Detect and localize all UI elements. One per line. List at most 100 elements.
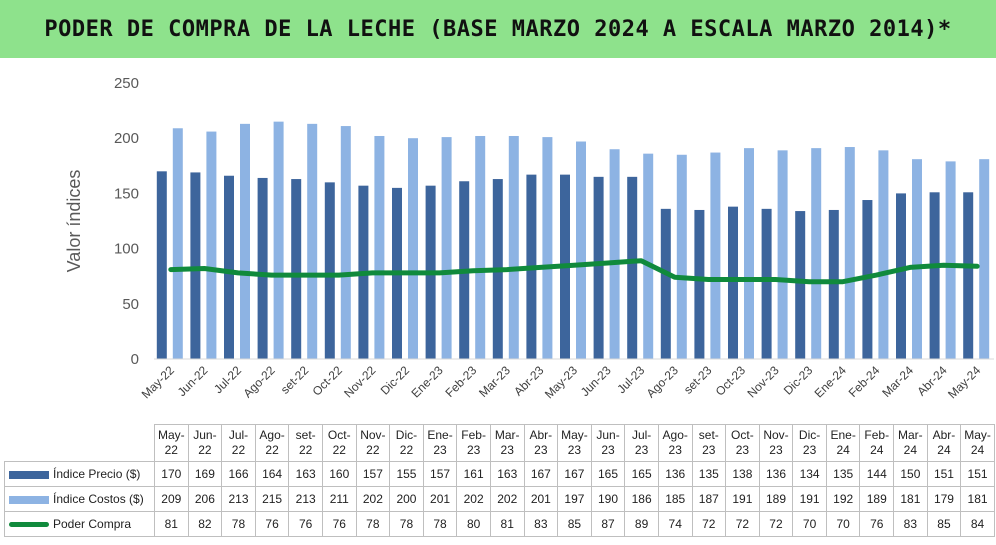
table-cell: 155 (389, 461, 424, 487)
table-month-header: Ene- 24 (825, 424, 861, 462)
y-tick-label: 0 (131, 351, 139, 368)
table-month-header: Oct- 23 (725, 424, 760, 462)
x-tick-label: May-22 (139, 363, 177, 401)
legend-label: Índice Precio ($) (53, 467, 141, 481)
table-cell: 181 (893, 486, 928, 512)
data-table: May- 22 Jun- 22 Jul- 22 Ago- 22 set- 22 Oct- 22 Nov-… (4, 424, 995, 537)
table-cell: 164 (254, 461, 290, 487)
table-cell: 78 (422, 511, 458, 537)
bar-indice-costos (643, 153, 654, 359)
bar-indice-precio (627, 176, 638, 359)
table-month-header: Ago- 23 (657, 424, 693, 462)
table-month-header: Mar- 24 (893, 424, 928, 462)
bar-indice-precio (660, 208, 671, 359)
table-cell: 213 (221, 486, 256, 512)
table-cell: 72 (758, 511, 794, 537)
table-month-header: Jul- 22 (221, 424, 256, 462)
x-tick-label: Jul-22 (211, 363, 244, 396)
table-month-header: Dic- 22 (389, 424, 424, 462)
x-tick-label: Feb-23 (443, 363, 480, 400)
table-cell: 186 (624, 486, 659, 512)
table-cell: 187 (691, 486, 727, 512)
table-cell: 165 (624, 461, 659, 487)
table-cell: 192 (825, 486, 861, 512)
table-month-header: Ago- 22 (254, 424, 290, 462)
x-tick-label: Jun-23 (578, 363, 614, 399)
legend-label: Índice Costos ($) (53, 492, 144, 506)
y-tick-label: 250 (114, 75, 139, 92)
x-tick-label: Abr-23 (511, 363, 547, 399)
table-cell: 76 (254, 511, 290, 537)
x-tick-label: Dic-23 (781, 363, 816, 398)
table-row: Índice Precio ($) 170 169 166 164 163 160 157 15… (4, 461, 995, 487)
x-tick-label: May-24 (945, 363, 983, 401)
x-tick-label: Nov-23 (744, 363, 781, 400)
table-cell: 157 (422, 461, 458, 487)
table-cell: 160 (321, 461, 357, 487)
table-cell: 151 (926, 461, 962, 487)
legend-label: Poder Compra (53, 517, 132, 531)
table-cell: 161 (456, 461, 491, 487)
table-cell: 144 (859, 461, 895, 487)
x-tick-label: Jun-22 (175, 363, 211, 399)
bar-indice-costos (777, 150, 788, 359)
table-cell: 170 (154, 461, 189, 487)
x-tick-label: set-23 (681, 363, 715, 397)
bar-indice-precio (324, 182, 335, 359)
table-cell: 76 (859, 511, 895, 537)
bar-indice-precio (963, 192, 974, 359)
bar-indice-precio (896, 193, 906, 359)
table-cell: 211 (321, 486, 357, 512)
bar-indice-costos (676, 154, 687, 359)
bar-indice-costos (912, 159, 922, 359)
bar-indice-precio (862, 200, 873, 359)
table-month-header: Nov- 22 (355, 424, 391, 462)
table-cell: 191 (792, 486, 827, 512)
x-tick-label: Dic-22 (378, 363, 413, 398)
bar-indice-costos (240, 123, 250, 360)
x-tick-label: Oct-22 (310, 363, 346, 399)
table-cell: 215 (254, 486, 290, 512)
y-axis-label: Valor índices (64, 170, 84, 273)
table-cell: 80 (456, 511, 491, 537)
bar-indice-precio (795, 211, 806, 359)
table-header-row: May- 22 Jun- 22 Jul- 22 Ago- 22 set- 22 Oct- 22 Nov-… (5, 424, 995, 462)
table-cell: 72 (691, 511, 727, 537)
y-tick-label: 100 (114, 241, 139, 258)
bar-indice-precio (929, 192, 940, 359)
table-cell: 78 (221, 511, 256, 537)
table-cell: 135 (825, 461, 861, 487)
table-month-header: set- 22 (288, 424, 323, 462)
table-month-header: Mar- 23 (489, 424, 525, 462)
table-month-header: Feb- 23 (456, 424, 491, 462)
table-cell: 70 (792, 511, 827, 537)
table-cell: 134 (792, 461, 827, 487)
table-cell: 81 (154, 511, 189, 537)
bar-indice-costos (576, 141, 586, 359)
table-cell: 74 (657, 511, 693, 537)
table-cell: 163 (489, 461, 525, 487)
bar-indice-precio (291, 179, 302, 359)
table-cell: 135 (691, 461, 727, 487)
x-tick-label: set-22 (278, 363, 312, 397)
x-tick-label: Abr-24 (914, 363, 950, 399)
table-cell: 157 (355, 461, 391, 487)
bar-indice-costos (945, 161, 956, 359)
table-cell: 70 (825, 511, 861, 537)
table-month-header: Dic- 23 (792, 424, 827, 462)
bar-indice-costos (374, 135, 385, 359)
table-cell: 87 (590, 511, 626, 537)
bar-indice-precio (156, 171, 167, 359)
y-tick-label: 150 (114, 185, 139, 202)
bar-indice-costos (979, 159, 990, 359)
table-cell: 202 (489, 486, 525, 512)
table-cell: 85 (557, 511, 592, 537)
chart-plot-area: 0 50 100 150 200 250 Valor índices May-22Jun-22… (64, 75, 994, 401)
table-cell: 190 (590, 486, 626, 512)
table-cell: 136 (657, 461, 693, 487)
bar-indice-costos (508, 135, 519, 359)
table-cell: 206 (187, 486, 223, 512)
bar-indice-precio (728, 206, 738, 359)
table-cell: 167 (523, 461, 559, 487)
table-cell: 169 (187, 461, 223, 487)
